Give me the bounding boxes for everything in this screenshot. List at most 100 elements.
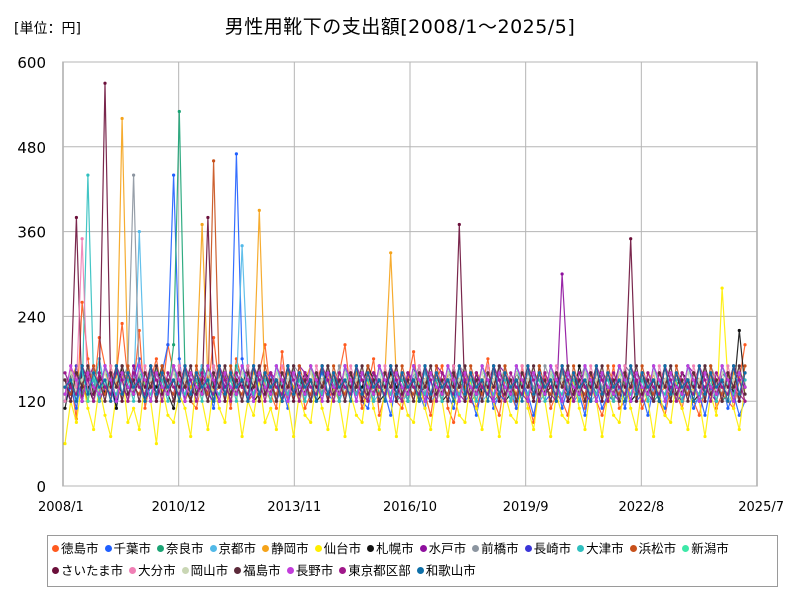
data-point xyxy=(497,378,501,382)
data-point xyxy=(657,378,661,382)
data-point xyxy=(154,392,158,396)
data-point xyxy=(303,392,307,396)
data-point xyxy=(177,364,181,368)
data-point xyxy=(720,364,724,368)
legend-item: 福島市 xyxy=(234,560,281,582)
data-point xyxy=(320,378,324,382)
data-point xyxy=(189,371,193,375)
legend-label: 新潟市 xyxy=(691,541,729,556)
data-point xyxy=(566,378,570,382)
legend-item: 和歌山市 xyxy=(416,560,476,582)
data-point xyxy=(354,413,358,417)
data-point xyxy=(486,399,490,403)
data-point xyxy=(543,392,547,396)
data-point xyxy=(583,378,587,382)
data-point xyxy=(726,378,730,382)
data-point xyxy=(120,399,124,403)
data-point xyxy=(497,434,501,439)
data-point xyxy=(74,371,78,375)
data-point xyxy=(166,413,170,417)
data-point xyxy=(440,364,444,368)
data-point xyxy=(709,399,713,403)
data-point xyxy=(132,173,136,177)
data-point xyxy=(469,385,473,389)
legend-label: 岡山市 xyxy=(190,563,229,578)
data-point xyxy=(172,399,176,403)
legend-marker xyxy=(419,545,427,552)
data-point xyxy=(572,371,576,375)
x-tick-label: 2019/9 xyxy=(503,500,549,515)
data-point xyxy=(480,378,484,382)
x-tick-label: 2025/7 xyxy=(738,500,784,515)
data-point xyxy=(172,173,176,177)
data-point xyxy=(234,399,238,403)
data-point xyxy=(240,364,244,368)
data-point xyxy=(149,385,153,389)
legend-label: 東京都区部 xyxy=(348,563,411,578)
data-point xyxy=(240,385,244,389)
data-point xyxy=(526,364,530,368)
data-point xyxy=(292,434,296,439)
data-point xyxy=(246,371,250,375)
data-point xyxy=(509,385,513,389)
y-tick-label: 0 xyxy=(36,478,46,496)
data-point xyxy=(692,399,696,403)
data-point xyxy=(126,399,130,403)
data-point xyxy=(726,399,730,403)
data-point xyxy=(560,406,564,410)
data-point xyxy=(126,364,130,368)
data-point xyxy=(452,406,456,410)
data-point xyxy=(97,385,101,389)
data-point xyxy=(212,159,216,163)
data-point xyxy=(572,364,576,368)
data-point xyxy=(532,413,536,417)
data-point xyxy=(223,378,227,382)
data-point xyxy=(389,413,393,417)
legend-marker xyxy=(234,567,242,574)
data-point xyxy=(354,399,358,403)
data-point xyxy=(726,371,730,375)
data-point xyxy=(692,364,696,368)
data-point xyxy=(663,385,667,389)
legend-marker xyxy=(416,567,424,574)
chart-title: 男性用靴下の支出額[2008/1～2025/5] xyxy=(224,16,576,38)
data-point xyxy=(217,378,221,382)
data-point xyxy=(114,399,118,403)
legend-item: 仙台市 xyxy=(314,538,362,560)
data-point xyxy=(343,378,347,382)
series-18 xyxy=(63,363,747,403)
data-point xyxy=(686,399,690,403)
legend-label: 仙台市 xyxy=(323,541,362,556)
data-point xyxy=(63,378,67,382)
data-point xyxy=(149,378,153,382)
data-point xyxy=(526,406,530,410)
legend-item: 岡山市 xyxy=(181,560,229,582)
data-point xyxy=(149,364,153,368)
data-point xyxy=(337,392,341,396)
data-point xyxy=(497,399,501,403)
data-point xyxy=(737,427,741,432)
legend-label: 浜松市 xyxy=(638,541,677,556)
data-point xyxy=(343,364,347,368)
data-point xyxy=(286,399,290,403)
data-point xyxy=(457,378,461,382)
data-point xyxy=(503,364,507,368)
data-point xyxy=(377,399,381,403)
data-point xyxy=(360,399,364,403)
data-point xyxy=(366,385,370,389)
data-point xyxy=(577,371,581,375)
data-point xyxy=(440,392,444,396)
data-point xyxy=(160,385,164,389)
legend-item: 千葉市 xyxy=(104,538,151,560)
data-point xyxy=(189,364,193,368)
legend-label: 札幌市 xyxy=(376,541,414,556)
data-point xyxy=(360,371,364,375)
data-point xyxy=(394,378,398,382)
data-point xyxy=(86,173,90,177)
data-point xyxy=(446,399,450,403)
data-point xyxy=(303,399,307,403)
data-point xyxy=(663,378,667,382)
data-point xyxy=(372,399,376,403)
data-point xyxy=(120,364,124,368)
data-point xyxy=(274,378,278,382)
